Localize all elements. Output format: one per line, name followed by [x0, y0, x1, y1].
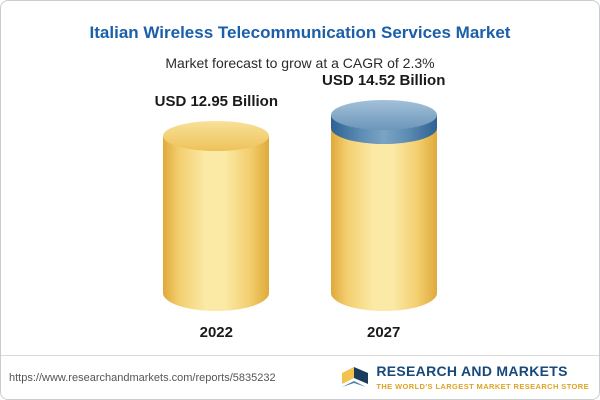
- bar-2027: [330, 100, 437, 311]
- report-url-link[interactable]: https://www.researchandmarkets.com/repor…: [9, 371, 276, 384]
- bar-2027-top-ellipse: [330, 100, 437, 130]
- logo-tagline: THE WORLD'S LARGEST MARKET RESEARCH STOR…: [376, 381, 589, 391]
- chart-subtitle: Market forecast to grow at a CAGR of 2.3…: [165, 55, 435, 71]
- bar-2022-top-ellipse: [163, 121, 270, 151]
- value-label-2022: USD 12.95 Billion: [154, 93, 278, 110]
- value-label-2027: USD 14.52 Billion: [322, 72, 446, 89]
- logo-book-icon: [342, 367, 369, 388]
- bar-2022: [163, 121, 270, 311]
- footer: https://www.researchandmarkets.com/repor…: [1, 355, 599, 399]
- bar-2022-body: [163, 136, 270, 311]
- research-and-markets-logo: RESEARCH AND MARKETS THE WORLD'S LARGEST…: [340, 363, 589, 391]
- chart-header: Italian Wireless Telecommunication Servi…: [1, 1, 599, 71]
- plot-area: USD 12.95 Billion 2022 USD 14.52 Billion…: [1, 71, 599, 355]
- bar-2027-body: [330, 115, 437, 311]
- bar-group-2027: USD 14.52 Billion 2027: [322, 72, 445, 341]
- category-label-2027: 2027: [367, 324, 401, 341]
- logo-name: RESEARCH AND MARKETS: [376, 363, 568, 380]
- chart-title: Italian Wireless Telecommunication Servi…: [89, 23, 511, 42]
- bar-group-2022: USD 12.95 Billion 2022: [155, 93, 278, 341]
- category-label-2022: 2022: [199, 324, 233, 341]
- logo-texts: RESEARCH AND MARKETS THE WORLD'S LARGEST…: [376, 363, 589, 391]
